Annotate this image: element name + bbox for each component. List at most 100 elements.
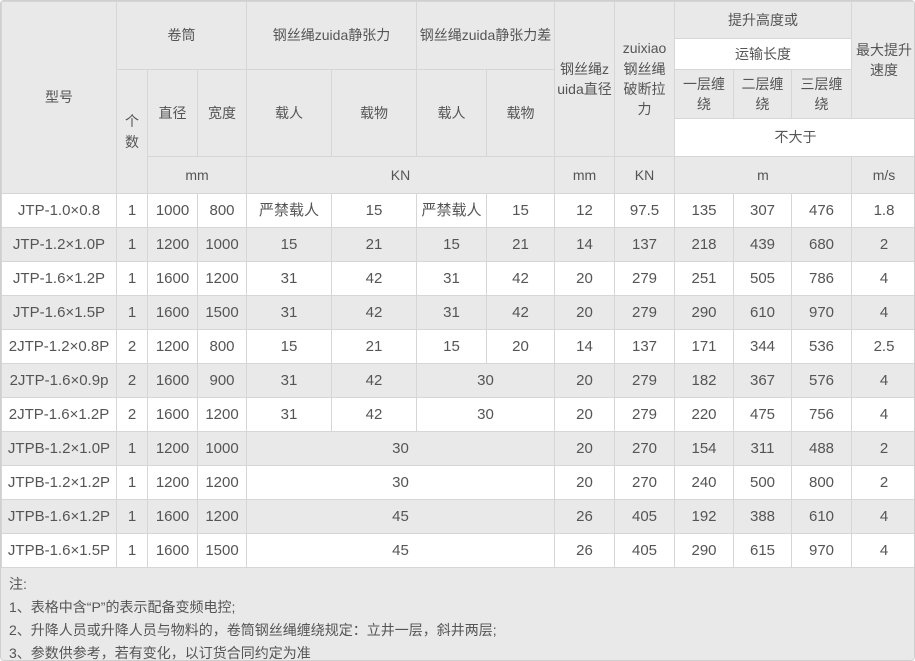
table-row: JTP-1.2×1.0P 1 1200 1000 15 21 15 21 14 137 218 439…	[1, 227, 914, 262]
unit-force-kn: KN	[614, 156, 675, 194]
data-cell: 1600	[147, 533, 198, 568]
data-cell: 1	[116, 465, 148, 500]
table-row: JTP-1.6×1.2P 1 1600 1200 31 42 31 42 20 279 251 505…	[1, 261, 914, 296]
data-cell: 1	[116, 227, 148, 262]
data-cell: 270	[614, 431, 675, 466]
footnote-title: 注:	[9, 576, 27, 592]
data-cell: 1200	[197, 397, 247, 432]
data-cell: 367	[733, 363, 792, 398]
data-cell: 344	[733, 329, 792, 364]
table-row: JTPB-1.2×1.0P 1 1200 1000 30 20 270 154 311 488 2	[1, 431, 914, 466]
data-cell: 1600	[147, 261, 198, 296]
data-cell: 4	[851, 533, 914, 568]
data-cell: 240	[674, 465, 734, 500]
group-header-transport-length: 运输长度	[674, 38, 852, 70]
data-cell: 12	[554, 193, 615, 228]
col-header-manned-diff: 载人	[416, 69, 487, 157]
data-cell: 192	[674, 499, 734, 534]
data-cell: 2	[851, 227, 914, 262]
col-header-max-speed: 最大提升速度	[851, 1, 914, 119]
data-cell: 30	[416, 397, 555, 432]
data-cell: 42	[331, 363, 417, 398]
model-cell: JTPB-1.6×1.5P	[1, 533, 117, 568]
model-cell: JTPB-1.2×1.0P	[1, 431, 117, 466]
table-row: 2JTP-1.6×1.2P 2 1600 1200 31 42 30 20 279 220 475 7…	[1, 397, 914, 432]
data-cell: 2	[116, 397, 148, 432]
data-cell: 严禁载人	[246, 193, 332, 228]
col-header-count: 个数	[116, 69, 148, 194]
data-cell: 218	[674, 227, 734, 262]
data-cell: 21	[331, 329, 417, 364]
data-cell: 800	[791, 465, 852, 500]
data-cell: 31	[246, 363, 332, 398]
model-cell: JTP-1.6×1.2P	[1, 261, 117, 296]
model-cell: 2JTP-1.6×1.2P	[1, 397, 117, 432]
table-row: JTPB-1.6×1.5P 1 1600 1500 45 26 405 290 615 970 4	[1, 533, 914, 568]
data-cell: 1200	[197, 261, 247, 296]
data-cell: 20	[554, 295, 615, 330]
data-cell: 20	[486, 329, 555, 364]
data-cell: 279	[614, 397, 675, 432]
data-cell: 4	[851, 261, 914, 296]
data-cell: 97.5	[614, 193, 675, 228]
data-cell: 2	[851, 431, 914, 466]
data-cell: 500	[733, 465, 792, 500]
data-cell: 15	[331, 193, 417, 228]
data-cell: 严禁载人	[416, 193, 487, 228]
model-cell: JTP-1.6×1.5P	[1, 295, 117, 330]
data-cell: 45	[246, 533, 555, 568]
col-header-manned-tension: 载人	[246, 69, 332, 157]
unit-drum-mm: mm	[147, 156, 247, 194]
model-cell: JTP-1.2×1.0P	[1, 227, 117, 262]
data-cell: 31	[246, 261, 332, 296]
data-cell: 42	[331, 261, 417, 296]
col-header-width: 宽度	[197, 69, 247, 157]
data-cell: 42	[486, 295, 555, 330]
data-cell: 1500	[197, 533, 247, 568]
unit-rope-mm: mm	[554, 156, 615, 194]
data-cell: 4	[851, 499, 914, 534]
data-cell: 1200	[147, 329, 198, 364]
data-cell: 171	[674, 329, 734, 364]
data-cell: 279	[614, 261, 675, 296]
data-cell: 21	[486, 227, 555, 262]
data-cell: 900	[197, 363, 247, 398]
data-cell: 1	[116, 499, 148, 534]
data-cell: 1	[116, 431, 148, 466]
data-cell: 2.5	[851, 329, 914, 364]
unit-length-m: m	[674, 156, 852, 194]
data-cell: 1.8	[851, 193, 914, 228]
data-cell: 270	[614, 465, 675, 500]
col-header-goods-diff: 载物	[486, 69, 555, 157]
data-cell: 970	[791, 533, 852, 568]
data-cell: 2	[116, 363, 148, 398]
unit-tension-kn: KN	[246, 156, 555, 194]
data-cell: 1000	[147, 193, 198, 228]
model-cell: 2JTP-1.6×0.9p	[1, 363, 117, 398]
data-cell: 1200	[197, 499, 247, 534]
hoist-spec-table: 型号 卷筒 钢丝绳zuida静张力 钢丝绳zuida静张力差 钢丝绳zuida直…	[1, 1, 914, 568]
footnote-item: 3、参数供参考，若有变化，以订货合同约定为准	[9, 645, 311, 661]
data-cell: 1600	[147, 295, 198, 330]
model-cell: JTP-1.0×0.8	[1, 193, 117, 228]
data-cell: 1200	[147, 227, 198, 262]
data-cell: 20	[554, 431, 615, 466]
data-cell: 290	[674, 295, 734, 330]
data-cell: 20	[554, 261, 615, 296]
data-cell: 30	[416, 363, 555, 398]
data-cell: 15	[246, 227, 332, 262]
col-header-rope-diameter: 钢丝绳zuida直径	[554, 1, 615, 157]
footnote-item: 1、表格中含“P”的表示配备变频电控;	[9, 599, 236, 615]
col-header-model: 型号	[1, 1, 117, 194]
data-cell: 800	[197, 193, 247, 228]
data-cell: 311	[733, 431, 792, 466]
data-cell: 31	[416, 261, 487, 296]
data-cell: 756	[791, 397, 852, 432]
col-header-diameter: 直径	[147, 69, 198, 157]
data-cell: 14	[554, 227, 615, 262]
data-cell: 4	[851, 363, 914, 398]
table-row: JTP-1.0×0.8 1 1000 800 严禁载人 15 严禁载人 15 12 97.5 135…	[1, 193, 914, 228]
data-cell: 251	[674, 261, 734, 296]
data-cell: 20	[554, 363, 615, 398]
